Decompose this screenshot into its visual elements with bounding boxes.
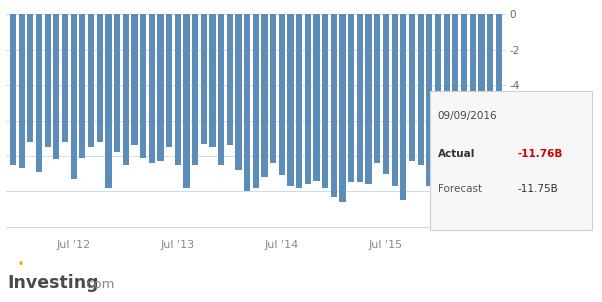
- Text: Actual: Actual: [438, 149, 475, 159]
- Bar: [435, 14, 441, 218]
- Bar: [36, 14, 42, 172]
- Bar: [391, 14, 398, 186]
- Bar: [444, 14, 450, 186]
- Bar: [10, 14, 16, 165]
- Bar: [218, 14, 225, 165]
- Bar: [157, 14, 164, 161]
- Bar: [470, 14, 476, 223]
- Text: •: •: [18, 259, 24, 269]
- Bar: [209, 14, 216, 147]
- Bar: [279, 14, 285, 175]
- Bar: [227, 14, 233, 145]
- Bar: [314, 14, 320, 181]
- Bar: [357, 14, 363, 182]
- Bar: [70, 14, 77, 179]
- Bar: [461, 14, 467, 197]
- Bar: [131, 14, 137, 145]
- Bar: [235, 14, 241, 170]
- Bar: [452, 14, 459, 205]
- Bar: [400, 14, 406, 200]
- Bar: [261, 14, 268, 177]
- Bar: [287, 14, 294, 186]
- Bar: [45, 14, 51, 147]
- Bar: [296, 14, 302, 188]
- Bar: [244, 14, 250, 191]
- Bar: [123, 14, 129, 165]
- Text: -11.76B: -11.76B: [518, 149, 563, 159]
- Bar: [487, 14, 493, 218]
- Bar: [418, 14, 424, 165]
- Bar: [374, 14, 380, 163]
- Bar: [114, 14, 120, 153]
- Bar: [184, 14, 190, 188]
- Text: Forecast: Forecast: [438, 184, 482, 194]
- Bar: [305, 14, 311, 184]
- Bar: [478, 14, 485, 195]
- Bar: [253, 14, 259, 188]
- Bar: [88, 14, 94, 147]
- Bar: [96, 14, 103, 142]
- Text: 09/09/2016: 09/09/2016: [438, 111, 497, 121]
- Bar: [27, 14, 34, 142]
- Bar: [192, 14, 198, 165]
- Bar: [105, 14, 111, 188]
- Bar: [79, 14, 85, 158]
- Bar: [383, 14, 389, 174]
- Bar: [200, 14, 207, 143]
- Bar: [53, 14, 60, 159]
- Bar: [426, 14, 432, 186]
- Bar: [149, 14, 155, 163]
- Bar: [322, 14, 328, 188]
- Bar: [140, 14, 146, 158]
- Bar: [19, 14, 25, 168]
- Bar: [270, 14, 276, 163]
- Bar: [166, 14, 172, 147]
- Bar: [409, 14, 415, 161]
- Bar: [331, 14, 337, 197]
- Bar: [495, 14, 502, 209]
- Text: .com: .com: [83, 278, 116, 291]
- Bar: [62, 14, 68, 142]
- Bar: [175, 14, 181, 165]
- Text: Investing: Investing: [8, 275, 99, 292]
- Bar: [365, 14, 372, 184]
- Bar: [348, 14, 355, 182]
- Text: -11.75B: -11.75B: [518, 184, 559, 194]
- Bar: [340, 14, 346, 202]
